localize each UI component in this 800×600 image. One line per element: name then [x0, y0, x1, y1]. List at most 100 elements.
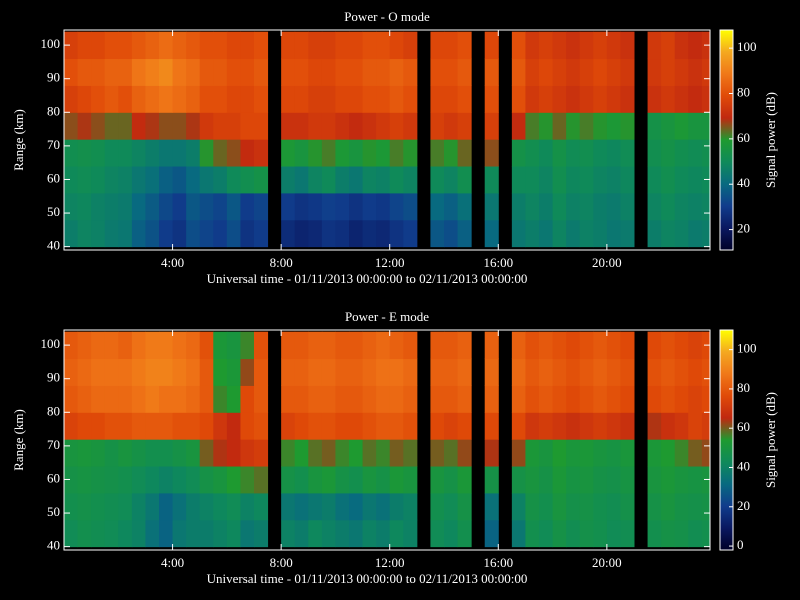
- y-tick-label: 50: [47, 504, 60, 519]
- heat-cell: [579, 85, 594, 113]
- heat-cell: [525, 412, 540, 440]
- heat-cell: [701, 219, 710, 248]
- heat-cell: [335, 31, 350, 60]
- heat-cell: [159, 192, 174, 221]
- heat-cell: [403, 58, 418, 86]
- x-tick-label: 12:00: [375, 555, 405, 570]
- heat-cell: [593, 331, 608, 360]
- heat-cell: [511, 139, 526, 167]
- heat-cell: [484, 466, 499, 494]
- heat-cell: [91, 31, 106, 60]
- heat-cell: [77, 466, 92, 494]
- heat-cell: [294, 85, 309, 113]
- heat-cell: [362, 166, 377, 194]
- heat-cell: [91, 192, 106, 221]
- heat-cell: [566, 31, 581, 60]
- heat-cell: [484, 492, 499, 521]
- heat-cell: [376, 85, 391, 113]
- heat-cell: [159, 166, 174, 194]
- heat-cell: [104, 31, 119, 60]
- y-tick-label: 50: [47, 204, 60, 219]
- heat-cell: [77, 166, 92, 194]
- heat-cell: [403, 466, 418, 494]
- heat-cell: [254, 385, 269, 413]
- heat-cell: [226, 412, 241, 440]
- heat-cell: [620, 58, 635, 86]
- heat-cell: [213, 31, 228, 60]
- heat-cell: [647, 358, 662, 386]
- heat-cell: [226, 439, 241, 467]
- heat-cell: [539, 166, 554, 194]
- heat-cell: [444, 58, 459, 86]
- heat-cell: [321, 31, 336, 60]
- heat-cell: [539, 358, 554, 386]
- heat-cell: [606, 85, 621, 113]
- heat-cell: [172, 492, 187, 521]
- heat-cell: [91, 112, 106, 140]
- heat-cell: [525, 331, 540, 360]
- heat-cell: [131, 166, 146, 194]
- heat-cell: [579, 492, 594, 521]
- heat-cell: [335, 466, 350, 494]
- heat-cell: [64, 439, 79, 467]
- heat-cell: [159, 466, 174, 494]
- heat-cell: [579, 412, 594, 440]
- heat-cell: [159, 358, 174, 386]
- heat-cell: [579, 192, 594, 221]
- y-tick-label: 70: [47, 437, 60, 452]
- heat-cell: [186, 519, 201, 548]
- heat-cell: [91, 85, 106, 113]
- heat-cell: [661, 58, 676, 86]
- colorbar-tick-label: 60: [737, 130, 750, 145]
- x-tick-label: 16:00: [483, 555, 513, 570]
- heat-cell: [104, 139, 119, 167]
- heat-cell: [349, 219, 364, 248]
- heat-cell: [145, 385, 160, 413]
- heat-cell: [389, 112, 404, 140]
- heat-cell: [131, 58, 146, 86]
- heat-cell: [281, 385, 296, 413]
- heat-cell: [131, 192, 146, 221]
- heat-cell: [606, 331, 621, 360]
- heat-cell: [661, 439, 676, 467]
- heat-cell: [511, 412, 526, 440]
- heat-cell: [376, 439, 391, 467]
- heat-cell: [321, 112, 336, 140]
- heat-cell: [647, 385, 662, 413]
- heat-cell: [566, 439, 581, 467]
- heat-cell: [457, 358, 472, 386]
- heat-cell: [593, 385, 608, 413]
- heat-cell: [199, 439, 214, 467]
- heat-cell: [321, 492, 336, 521]
- heat-cell: [349, 492, 364, 521]
- heat-cell: [213, 192, 228, 221]
- heat-cell: [308, 385, 323, 413]
- y-tick-label: 40: [47, 238, 60, 253]
- heat-cell: [444, 412, 459, 440]
- heatmap: [64, 331, 710, 548]
- heat-cell: [172, 331, 187, 360]
- heat-cell: [294, 58, 309, 86]
- heat-cell: [606, 466, 621, 494]
- heat-cell: [620, 112, 635, 140]
- colorbar-tick-label: 40: [737, 175, 750, 190]
- x-tick-label: 20:00: [592, 555, 622, 570]
- heat-cell: [539, 385, 554, 413]
- heat-cell: [199, 31, 214, 60]
- heat-cell: [593, 85, 608, 113]
- heat-cell: [131, 439, 146, 467]
- heat-cell: [430, 439, 445, 467]
- heat-cell: [254, 112, 269, 140]
- heat-cell: [511, 358, 526, 386]
- heat-cell: [539, 219, 554, 248]
- heat-cell: [620, 85, 635, 113]
- heat-cell: [566, 492, 581, 521]
- heat-cell: [64, 385, 79, 413]
- heat-cell: [457, 492, 472, 521]
- y-tick-label: 90: [47, 70, 60, 85]
- colorbar-frame: [719, 29, 734, 251]
- heat-cell: [552, 192, 567, 221]
- heat-cell: [335, 358, 350, 386]
- colorbar-tick-label: 20: [737, 498, 750, 513]
- heat-cell: [593, 112, 608, 140]
